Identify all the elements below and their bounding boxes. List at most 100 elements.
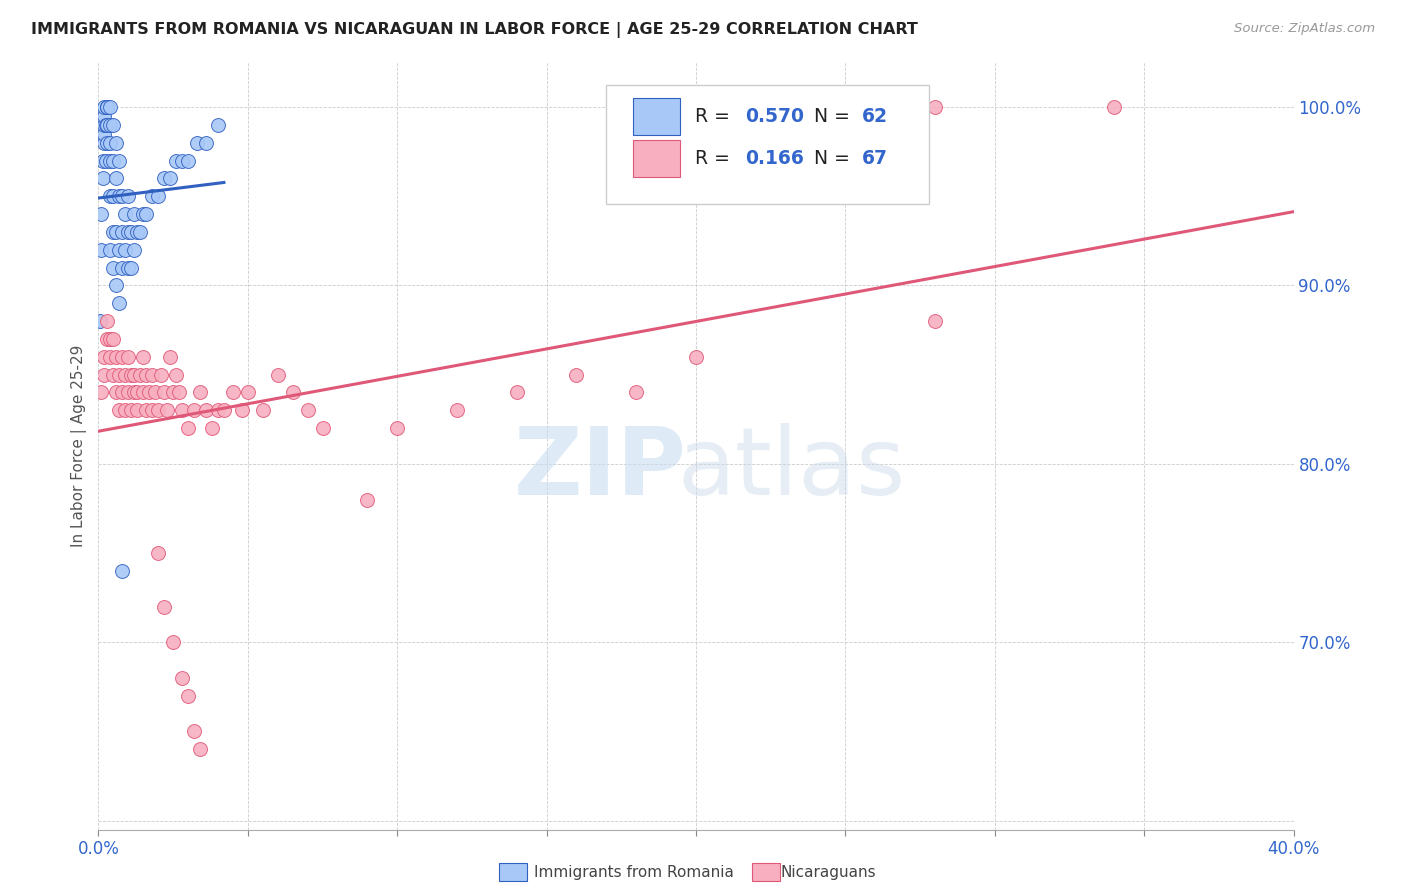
Point xyxy=(207,403,229,417)
Point xyxy=(108,189,131,203)
Point xyxy=(105,350,128,364)
Point xyxy=(183,403,205,417)
Point xyxy=(565,368,588,382)
Point xyxy=(98,189,122,203)
Point xyxy=(103,153,125,168)
Point xyxy=(111,564,134,578)
Point xyxy=(98,100,122,114)
Point xyxy=(177,153,200,168)
Point xyxy=(91,171,114,186)
Point xyxy=(103,225,125,239)
Point xyxy=(129,225,152,239)
Point xyxy=(111,260,134,275)
Text: IMMIGRANTS FROM ROMANIA VS NICARAGUAN IN LABOR FORCE | AGE 25-29 CORRELATION CHA: IMMIGRANTS FROM ROMANIA VS NICARAGUAN IN… xyxy=(31,22,918,38)
Text: R =: R = xyxy=(695,149,735,168)
Point xyxy=(188,385,211,400)
Point xyxy=(212,403,235,417)
Point xyxy=(172,671,194,685)
Point xyxy=(103,189,125,203)
Point xyxy=(141,403,163,417)
Point xyxy=(94,153,117,168)
Point xyxy=(105,385,128,400)
Point xyxy=(96,314,118,328)
Point xyxy=(148,403,170,417)
Point xyxy=(93,368,115,382)
Point xyxy=(120,260,142,275)
Point xyxy=(172,153,194,168)
Point xyxy=(201,421,224,435)
Point xyxy=(108,368,131,382)
Point xyxy=(117,225,139,239)
Point xyxy=(153,171,176,186)
Point xyxy=(124,207,146,221)
Point xyxy=(89,314,111,328)
Point xyxy=(156,403,179,417)
Point xyxy=(150,368,173,382)
Point xyxy=(108,403,131,417)
Point xyxy=(103,332,125,346)
Point xyxy=(132,385,155,400)
Point xyxy=(1104,100,1126,114)
Point xyxy=(93,136,115,150)
Point xyxy=(124,243,146,257)
Point xyxy=(96,100,118,114)
Point xyxy=(103,368,125,382)
Point xyxy=(153,599,176,614)
Point xyxy=(162,385,184,400)
Text: ZIP: ZIP xyxy=(515,423,686,515)
Point xyxy=(231,403,253,417)
Point xyxy=(188,742,211,756)
Point xyxy=(172,403,194,417)
Point xyxy=(135,403,157,417)
Point xyxy=(117,350,139,364)
FancyBboxPatch shape xyxy=(633,140,681,177)
Point xyxy=(111,189,134,203)
Point xyxy=(195,403,218,417)
FancyBboxPatch shape xyxy=(606,86,929,204)
Point xyxy=(165,368,187,382)
Point xyxy=(385,421,409,435)
Point xyxy=(924,100,946,114)
Point xyxy=(96,100,118,114)
Point xyxy=(114,403,136,417)
Point xyxy=(127,225,149,239)
Point xyxy=(105,136,128,150)
Point xyxy=(159,171,181,186)
Point xyxy=(98,153,122,168)
Point xyxy=(446,403,468,417)
Text: R =: R = xyxy=(695,107,735,126)
Point xyxy=(114,243,136,257)
Point xyxy=(90,243,112,257)
Point xyxy=(356,492,378,507)
Point xyxy=(93,350,115,364)
Point xyxy=(183,724,205,739)
Point xyxy=(91,153,114,168)
Point xyxy=(195,136,218,150)
Point xyxy=(111,225,134,239)
Point xyxy=(135,207,157,221)
Text: 67: 67 xyxy=(862,149,889,168)
Point xyxy=(96,332,118,346)
Point xyxy=(129,368,152,382)
Text: 0.570: 0.570 xyxy=(745,107,804,126)
Text: Nicaraguans: Nicaraguans xyxy=(780,865,876,880)
Point xyxy=(98,243,122,257)
Point xyxy=(132,350,155,364)
Point xyxy=(132,207,155,221)
Point xyxy=(117,189,139,203)
Point xyxy=(93,118,115,132)
Point xyxy=(120,403,142,417)
Point xyxy=(103,118,125,132)
Point xyxy=(162,635,184,649)
Point xyxy=(90,385,112,400)
Point xyxy=(96,100,118,114)
Point xyxy=(177,689,200,703)
Text: Source: ZipAtlas.com: Source: ZipAtlas.com xyxy=(1234,22,1375,36)
Text: 62: 62 xyxy=(862,107,889,126)
Text: N =: N = xyxy=(814,107,856,126)
Y-axis label: In Labor Force | Age 25-29: In Labor Force | Age 25-29 xyxy=(72,345,87,547)
Point xyxy=(117,260,139,275)
Point xyxy=(267,368,290,382)
Point xyxy=(94,118,117,132)
Text: Immigrants from Romania: Immigrants from Romania xyxy=(534,865,734,880)
